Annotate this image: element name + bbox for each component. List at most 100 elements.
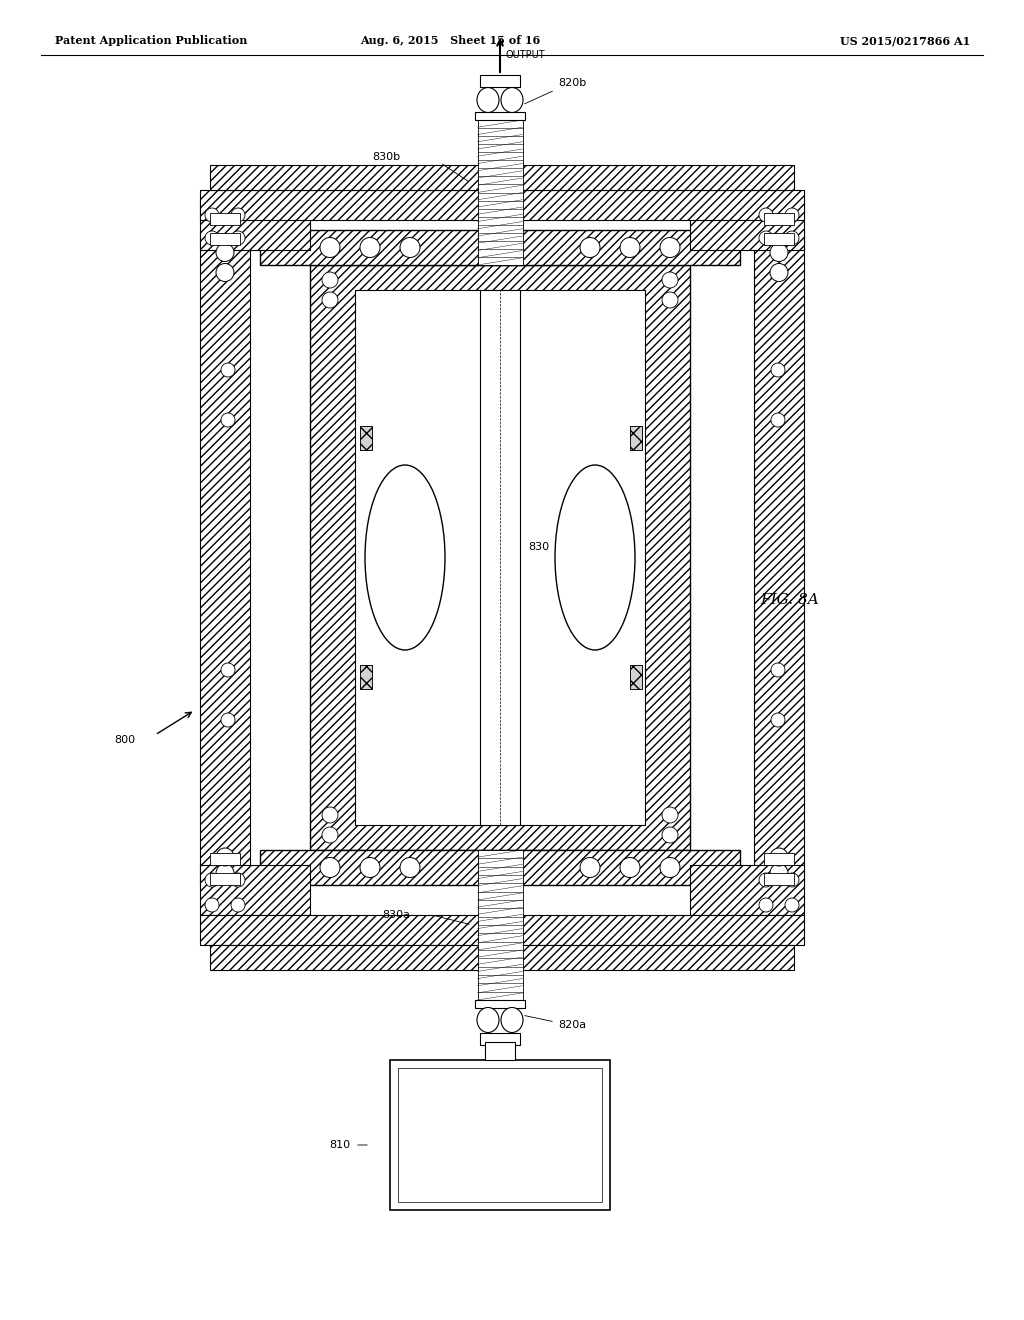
Bar [360,665,372,689]
Circle shape [660,858,680,878]
Bar [210,213,240,224]
Circle shape [771,413,785,426]
Bar [390,1060,610,1210]
Circle shape [205,873,219,887]
Ellipse shape [477,87,499,112]
Circle shape [580,858,600,878]
Circle shape [205,231,219,246]
Circle shape [771,363,785,378]
Bar [260,230,740,265]
Bar [310,265,690,850]
Circle shape [231,898,245,912]
Bar [355,290,645,825]
Bar [475,112,525,120]
Bar [200,865,310,915]
Circle shape [759,873,773,887]
Bar [690,201,804,249]
Bar [477,850,522,1001]
Bar [754,230,804,884]
Circle shape [205,209,219,222]
Circle shape [662,292,678,308]
Bar [630,425,642,450]
Circle shape [360,238,380,257]
Ellipse shape [501,87,523,112]
Text: US 2015/0217866 A1: US 2015/0217866 A1 [840,36,970,46]
Text: Aug. 6, 2015   Sheet 15 of 16: Aug. 6, 2015 Sheet 15 of 16 [359,36,540,46]
Bar [200,230,250,884]
Bar [480,1034,520,1045]
Text: 830a: 830a [382,909,410,920]
Bar [480,75,520,87]
Circle shape [660,238,680,257]
Text: 810: 810 [329,1140,350,1150]
Circle shape [770,243,788,261]
Circle shape [231,873,245,887]
Circle shape [785,209,799,222]
Text: 800: 800 [114,735,135,744]
Text: 820b: 820b [558,78,587,88]
Bar [210,853,240,865]
Bar [360,425,372,450]
Circle shape [221,663,234,677]
Bar [360,425,372,450]
Circle shape [322,828,338,843]
Bar [360,665,372,689]
Circle shape [322,292,338,308]
Circle shape [319,238,340,257]
Bar [368,467,442,648]
Circle shape [662,828,678,843]
Bar [355,668,645,688]
Text: 830: 830 [528,543,549,553]
Bar [477,120,522,265]
Bar [485,1041,515,1060]
Circle shape [785,231,799,246]
Bar [210,873,240,884]
Circle shape [322,807,338,822]
Bar [398,1068,602,1203]
Circle shape [759,898,773,912]
Bar [764,234,794,246]
Circle shape [770,847,788,866]
Circle shape [400,238,420,257]
Text: 820a: 820a [558,1020,586,1030]
Circle shape [216,847,234,866]
Text: FIG. 8A: FIG. 8A [760,593,819,607]
Circle shape [620,238,640,257]
Bar [210,945,794,970]
Circle shape [360,858,380,878]
Circle shape [785,898,799,912]
Circle shape [759,209,773,222]
Circle shape [770,264,788,281]
Bar [630,665,642,689]
Bar [260,850,740,884]
Circle shape [400,858,420,878]
Circle shape [580,238,600,257]
Bar [630,425,642,450]
Bar [557,467,633,648]
Bar [210,234,240,246]
Circle shape [319,858,340,878]
Circle shape [662,807,678,822]
Bar [764,213,794,224]
Circle shape [322,272,338,288]
Circle shape [759,231,773,246]
Bar [480,290,520,825]
Circle shape [231,209,245,222]
Bar [200,201,310,249]
Ellipse shape [477,1007,499,1032]
Circle shape [205,898,219,912]
Bar [355,428,645,447]
Bar [200,915,804,945]
Text: 830b: 830b [372,153,400,162]
Bar [475,1001,525,1008]
Circle shape [231,231,245,246]
Circle shape [662,272,678,288]
Text: OUTPUT: OUTPUT [505,50,545,59]
Circle shape [221,413,234,426]
Bar [630,665,642,689]
Circle shape [216,243,234,261]
Circle shape [216,264,234,281]
Circle shape [770,865,788,882]
Circle shape [221,363,234,378]
Circle shape [221,713,234,727]
